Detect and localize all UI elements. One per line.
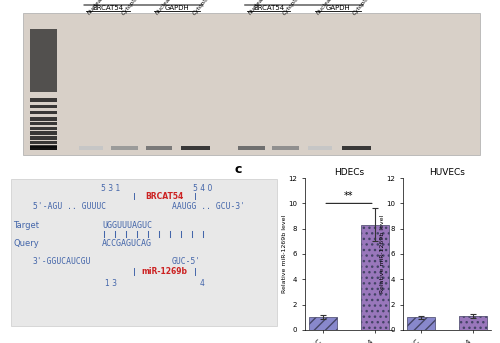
Text: Query: Query bbox=[14, 239, 39, 248]
Text: Cytoplasm: Cytoplasm bbox=[282, 0, 306, 16]
Text: Nuclear: Nuclear bbox=[87, 0, 106, 16]
Bar bbox=[30, 117, 56, 121]
Text: Nuclear: Nuclear bbox=[155, 0, 174, 16]
Text: GUC-5': GUC-5' bbox=[172, 257, 201, 266]
Text: BRCAT54: BRCAT54 bbox=[253, 4, 284, 11]
Title: HDECs: HDECs bbox=[334, 168, 364, 177]
Text: 3'-GGUCAUCGU: 3'-GGUCAUCGU bbox=[33, 257, 92, 266]
Bar bbox=[146, 146, 172, 150]
Bar bbox=[181, 146, 210, 150]
Bar bbox=[407, 317, 436, 330]
Bar bbox=[30, 131, 56, 135]
Text: 1 3: 1 3 bbox=[104, 279, 117, 288]
Bar bbox=[112, 146, 138, 150]
Text: Target: Target bbox=[14, 221, 40, 229]
Text: Nuclear: Nuclear bbox=[316, 0, 334, 16]
Text: ACCGAGUCAG: ACCGAGUCAG bbox=[102, 239, 152, 248]
Bar bbox=[30, 146, 56, 150]
Text: Cytoplasm: Cytoplasm bbox=[121, 0, 145, 16]
Text: c: c bbox=[234, 163, 242, 176]
Bar bbox=[342, 146, 371, 150]
Text: miR-1269b: miR-1269b bbox=[142, 267, 188, 276]
Text: Cytoplasm: Cytoplasm bbox=[352, 0, 376, 16]
Bar bbox=[30, 105, 56, 108]
Bar bbox=[30, 29, 56, 92]
Bar bbox=[272, 146, 299, 150]
Text: GAPDH: GAPDH bbox=[326, 4, 350, 11]
Y-axis label: Relative miR-1269b level: Relative miR-1269b level bbox=[282, 215, 287, 293]
Text: Cytoplasm: Cytoplasm bbox=[192, 0, 216, 16]
Bar bbox=[360, 225, 389, 330]
Text: BRCAT54: BRCAT54 bbox=[146, 192, 184, 201]
Bar bbox=[308, 146, 332, 150]
Bar bbox=[30, 127, 56, 130]
Text: 5 4 0: 5 4 0 bbox=[192, 184, 212, 193]
Text: 5'-AGU .. GUUUC: 5'-AGU .. GUUUC bbox=[33, 202, 106, 211]
Bar bbox=[309, 317, 338, 330]
Bar bbox=[10, 179, 278, 326]
Y-axis label: Relative miR-1269b level: Relative miR-1269b level bbox=[380, 215, 385, 293]
Bar bbox=[30, 141, 56, 144]
Bar bbox=[30, 111, 56, 114]
Text: AAUGG .. GCU-3': AAUGG .. GCU-3' bbox=[172, 202, 245, 211]
Bar bbox=[458, 316, 487, 330]
Text: GAPDH: GAPDH bbox=[165, 4, 190, 11]
Text: 5 3 1: 5 3 1 bbox=[101, 184, 120, 193]
Text: Nuclear: Nuclear bbox=[248, 0, 266, 16]
Bar bbox=[30, 136, 56, 140]
Bar bbox=[238, 146, 265, 150]
Text: 4: 4 bbox=[200, 279, 205, 288]
Text: UGGUUUAGUC: UGGUUUAGUC bbox=[102, 221, 152, 229]
Text: **: ** bbox=[344, 191, 354, 201]
Bar bbox=[30, 122, 56, 126]
Bar bbox=[30, 98, 56, 102]
Bar bbox=[78, 146, 103, 150]
Title: HUVECs: HUVECs bbox=[429, 168, 465, 177]
Bar bbox=[30, 145, 56, 148]
Text: BRCAT54: BRCAT54 bbox=[92, 4, 124, 11]
